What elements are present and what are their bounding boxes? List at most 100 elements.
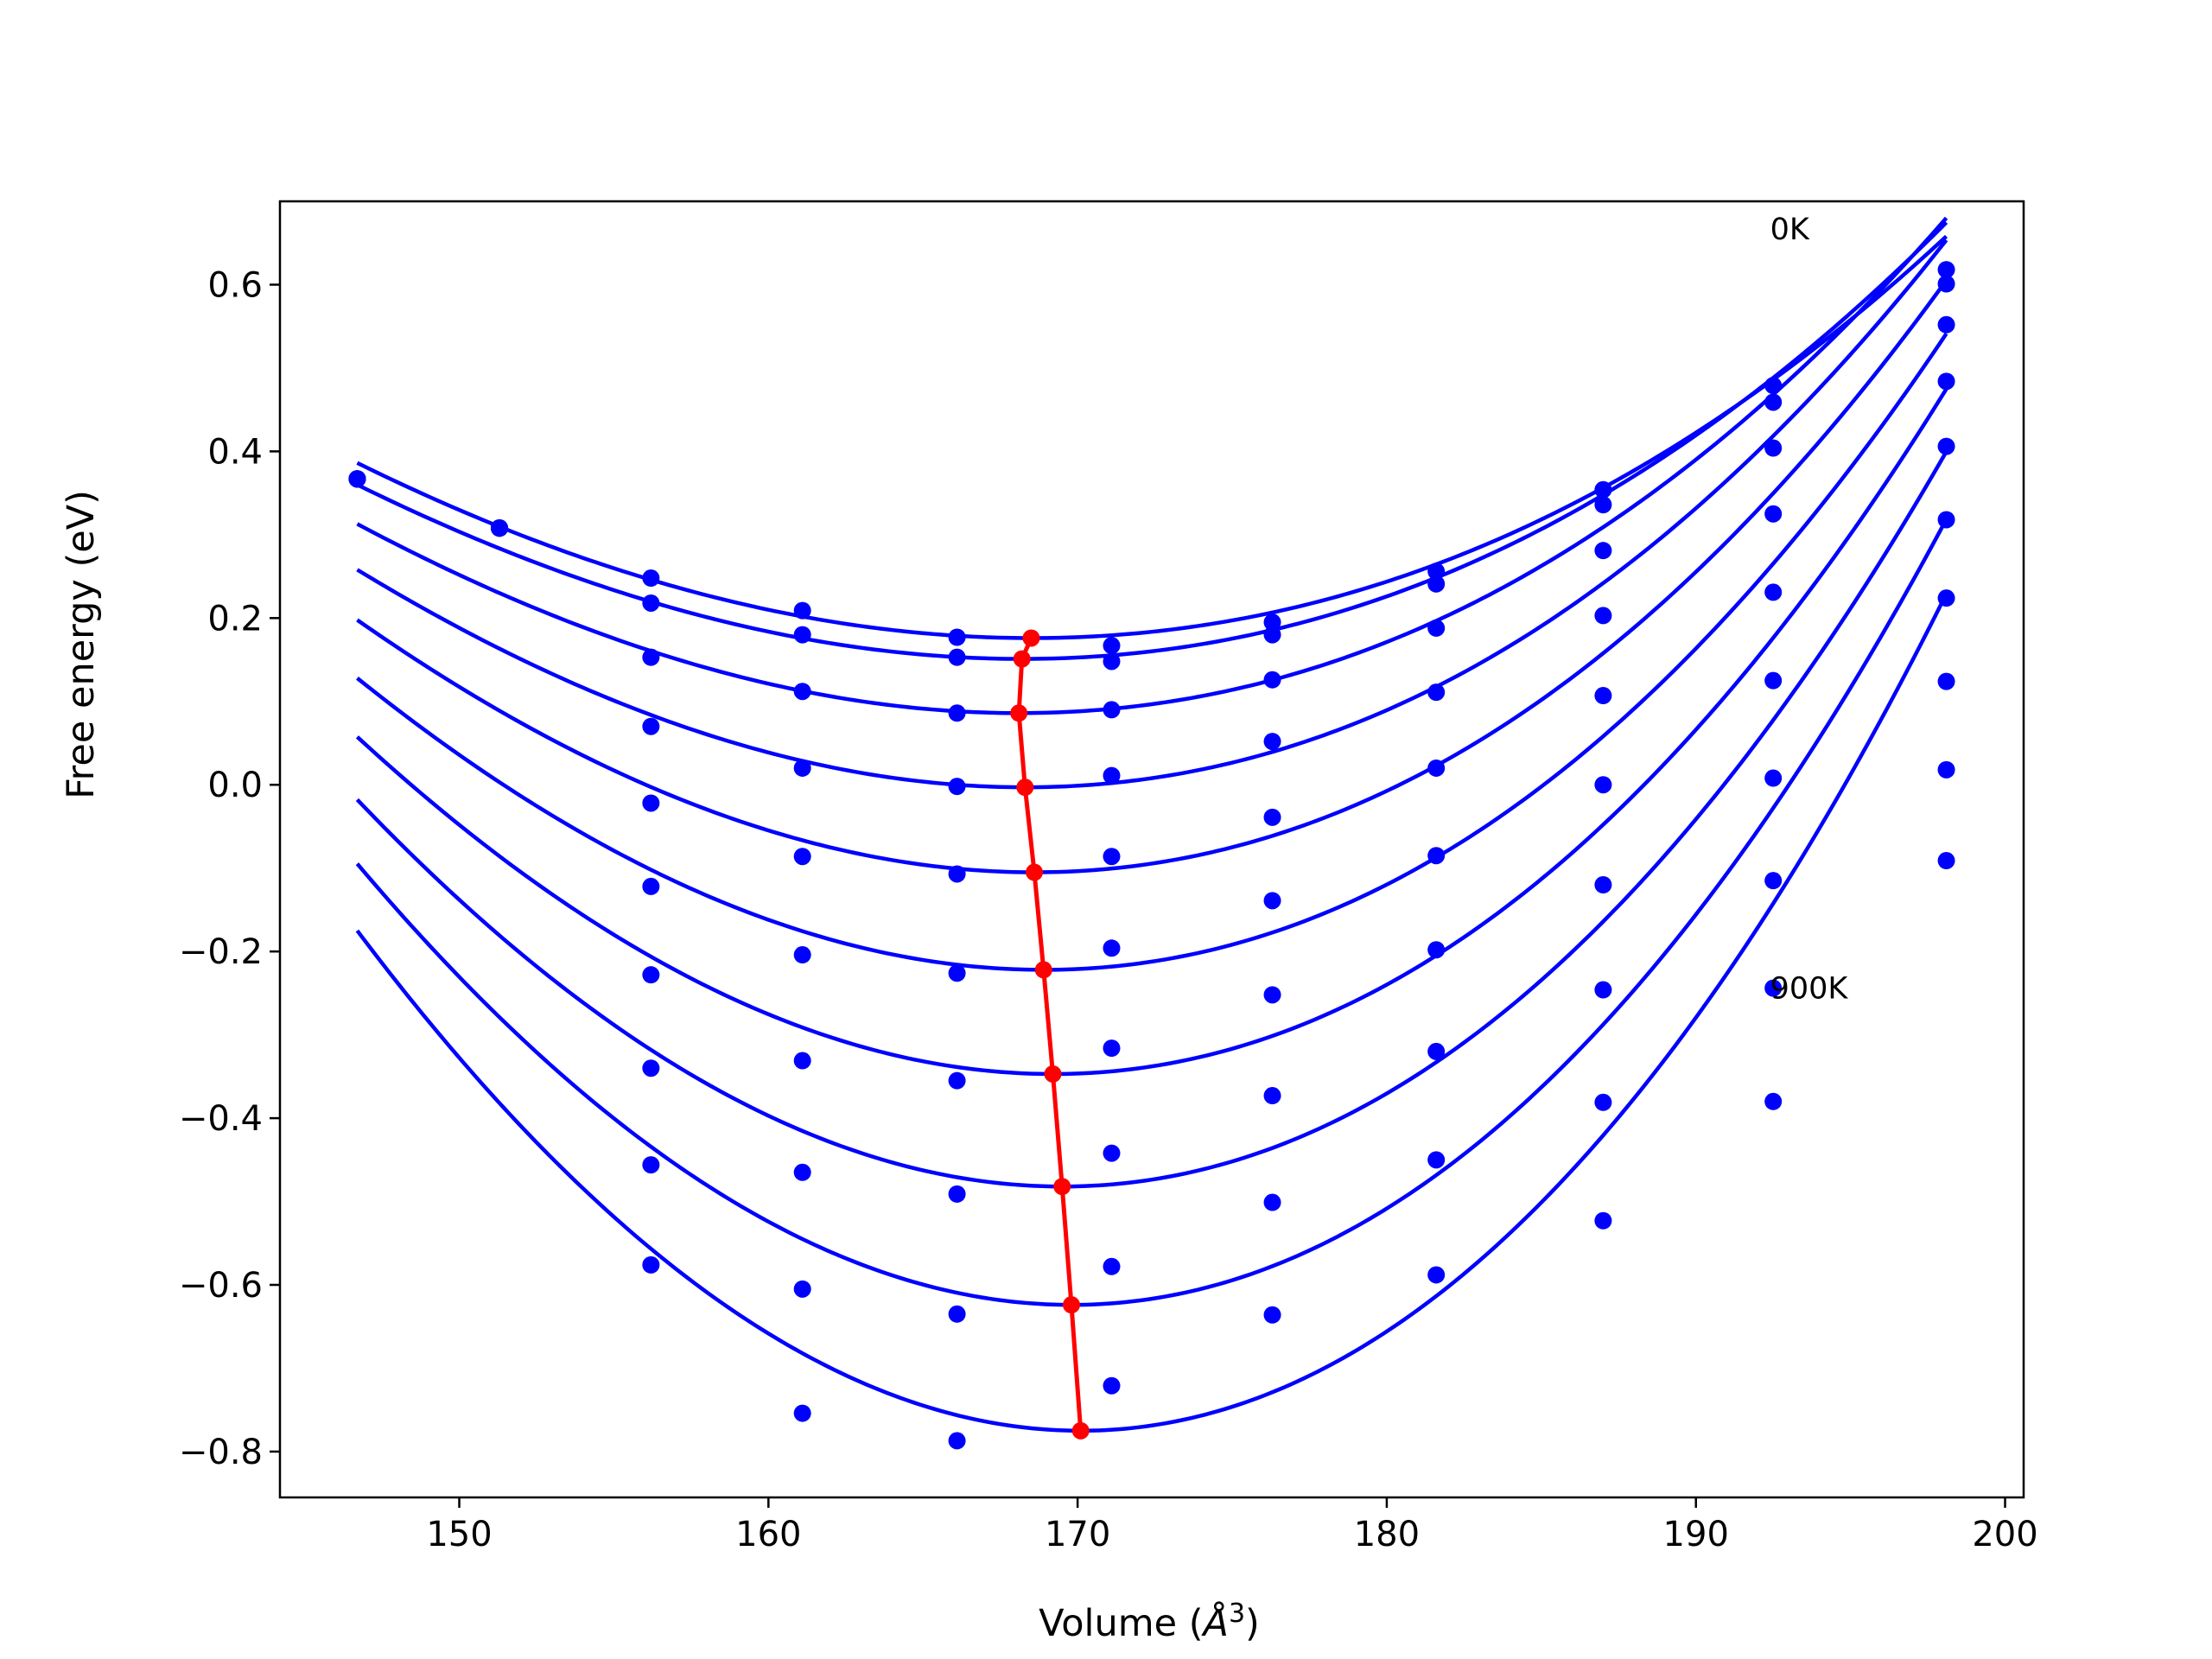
y-tick-label-0: −0.8 xyxy=(179,1433,263,1472)
fit-curve-8 xyxy=(355,518,1948,1307)
data-point-s0-8 xyxy=(1594,480,1612,499)
data-point-s6-4 xyxy=(948,1071,966,1090)
data-point-s8-7 xyxy=(1427,1151,1446,1169)
plot-area xyxy=(348,216,1955,1450)
data-point-s5-7 xyxy=(1427,847,1446,865)
x-tick-label-1: 160 xyxy=(735,1515,801,1554)
data-point-s9-1 xyxy=(491,519,509,537)
data-point-s3-9 xyxy=(1764,505,1783,523)
data-point-s4-9 xyxy=(1764,583,1783,601)
data-point-s1-6 xyxy=(1263,626,1281,644)
minimum-point-7 xyxy=(1053,1178,1071,1196)
x-tick-label-4: 190 xyxy=(1663,1515,1729,1554)
data-point-s4-8 xyxy=(1594,687,1612,705)
data-point-s2-8 xyxy=(1594,542,1612,560)
data-point-s4-5 xyxy=(1103,848,1121,866)
data-point-s4-2 xyxy=(642,794,660,812)
data-point-s8-5 xyxy=(1103,1257,1121,1275)
fit-curve-3 xyxy=(356,238,1948,790)
data-point-s0-5 xyxy=(1103,637,1121,655)
data-point-s8-6 xyxy=(1263,1193,1281,1211)
data-point-s1-7 xyxy=(1427,575,1446,593)
x-axis-label-close: ) xyxy=(1245,1602,1260,1645)
x-tick-label-5: 200 xyxy=(1972,1515,2037,1554)
data-point-s1-10 xyxy=(1937,275,1955,293)
data-point-s9-2 xyxy=(642,1255,660,1274)
data-point-s5-5 xyxy=(1103,939,1121,957)
data-point-s7-9 xyxy=(1764,872,1783,890)
minimum-point-1 xyxy=(1013,650,1031,668)
data-point-s8-4 xyxy=(948,1305,966,1323)
data-point-s1-2 xyxy=(642,594,660,612)
data-point-s5-8 xyxy=(1594,776,1612,794)
fit-curve-5 xyxy=(356,332,1948,972)
x-tick-label-3: 180 xyxy=(1354,1515,1420,1554)
data-point-s7-6 xyxy=(1263,1087,1281,1105)
data-point-s3-4 xyxy=(948,778,966,796)
x-tick-label-0: 150 xyxy=(426,1515,492,1554)
data-point-s7-4 xyxy=(948,1185,966,1203)
fit-curve-7 xyxy=(355,450,1948,1189)
data-point-s8-3 xyxy=(793,1280,811,1298)
data-point-s4-6 xyxy=(1263,808,1281,826)
data-point-s9-8 xyxy=(1594,1211,1612,1230)
fit-curve-9 xyxy=(355,593,1948,1433)
data-point-s1-8 xyxy=(1594,496,1612,514)
data-point-s7-3 xyxy=(793,1163,811,1181)
data-point-s9-7 xyxy=(1427,1266,1446,1284)
data-point-s7-8 xyxy=(1594,981,1612,999)
x-axis-label-exponent: 3 xyxy=(1229,1599,1245,1629)
data-point-s6-7 xyxy=(1427,941,1446,959)
data-point-s2-10 xyxy=(1937,315,1955,334)
data-point-s3-8 xyxy=(1594,607,1612,625)
data-point-s5-6 xyxy=(1263,892,1281,910)
y-tick-label-3: −0.2 xyxy=(179,932,263,972)
minimum-point-3 xyxy=(1016,779,1034,797)
data-point-s6-10 xyxy=(1937,589,1955,607)
data-point-s6-5 xyxy=(1103,1039,1121,1058)
data-point-s6-6 xyxy=(1263,986,1281,1004)
data-point-s2-6 xyxy=(1263,671,1281,689)
x-axis-label-unit: Å xyxy=(1201,1601,1229,1645)
data-point-s7-10 xyxy=(1937,672,1955,690)
data-point-s0-6 xyxy=(1263,613,1281,632)
data-point-s4-4 xyxy=(948,865,966,883)
x-axis-label-text: Volume ( xyxy=(1039,1602,1203,1645)
data-point-s8-2 xyxy=(642,1156,660,1174)
data-point-s7-5 xyxy=(1103,1144,1121,1162)
fit-curve-1 xyxy=(356,220,1948,661)
minimum-point-0 xyxy=(1022,629,1040,647)
data-point-s7-2 xyxy=(642,1059,660,1077)
data-point-s9-3 xyxy=(793,1404,811,1422)
data-point-s4-7 xyxy=(1427,759,1446,777)
data-point-s8-9 xyxy=(1764,979,1783,997)
data-point-s2-4 xyxy=(948,704,966,722)
fit-curve-6 xyxy=(355,387,1948,1077)
x-tick-label-2: 170 xyxy=(1045,1515,1110,1554)
data-point-s9-9 xyxy=(1764,1092,1783,1110)
data-point-s1-5 xyxy=(1103,652,1121,671)
fit-curve-0 xyxy=(356,234,1948,640)
data-point-s9-10 xyxy=(1937,852,1955,870)
data-point-s8-10 xyxy=(1937,760,1955,779)
data-point-s6-9 xyxy=(1764,769,1783,787)
data-point-s9-0 xyxy=(348,470,366,488)
minimum-point-2 xyxy=(1010,704,1028,722)
data-point-s9-5 xyxy=(1103,1376,1121,1395)
data-point-s0-3 xyxy=(793,601,811,620)
data-point-s3-6 xyxy=(1263,733,1281,751)
annotation-1: 900K xyxy=(1770,972,1849,1007)
fit-curve-2 xyxy=(356,216,1948,715)
data-point-s0-7 xyxy=(1427,563,1446,581)
y-tick-label-5: 0.2 xyxy=(207,599,263,639)
axes-frame xyxy=(278,200,2025,1499)
minimum-point-9 xyxy=(1071,1421,1090,1440)
y-tick-label-1: −0.6 xyxy=(179,1266,263,1306)
data-point-s2-2 xyxy=(642,648,660,666)
data-point-s2-3 xyxy=(793,683,811,701)
y-tick-label-7: 0.6 xyxy=(207,265,263,305)
y-tick-label-2: −0.4 xyxy=(179,1099,263,1139)
minimum-point-4 xyxy=(1026,863,1044,881)
